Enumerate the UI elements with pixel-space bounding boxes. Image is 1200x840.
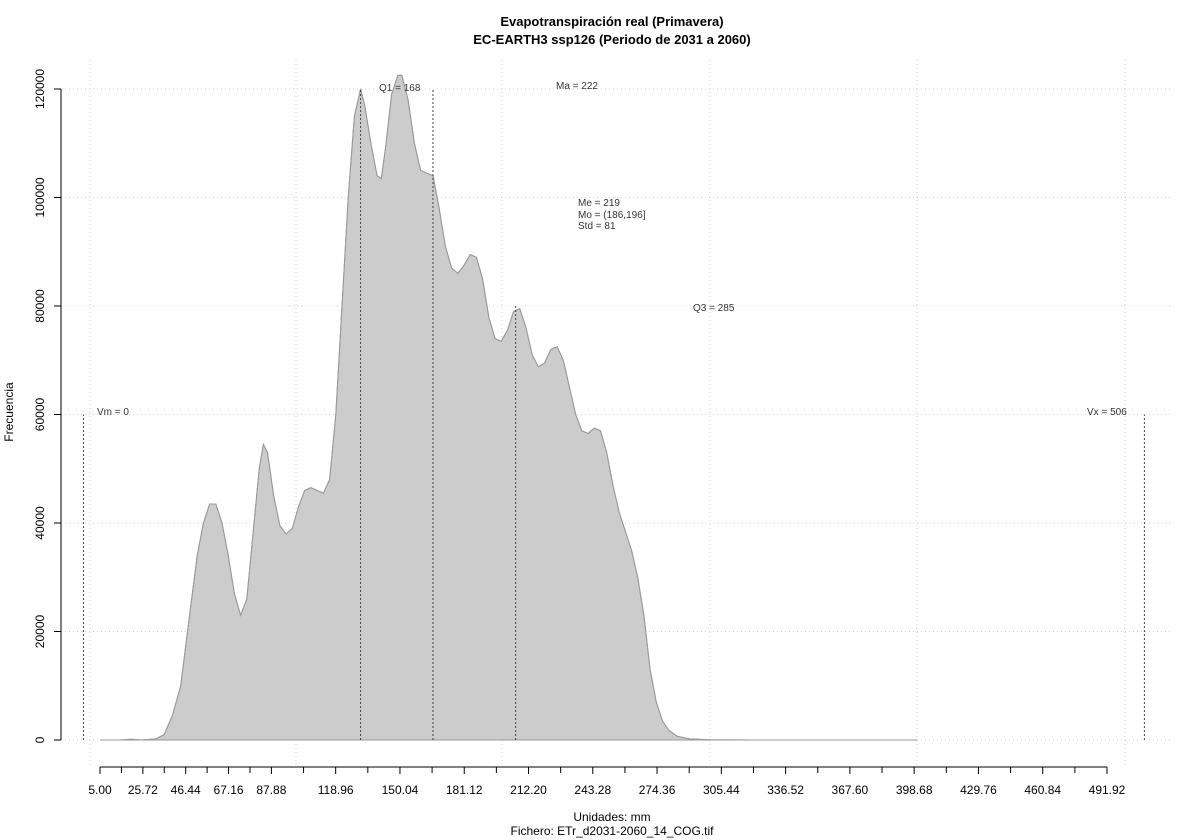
x-tick-label: 67.16	[214, 783, 244, 797]
annotation-vm: Vm = 0	[97, 407, 129, 418]
x-tick-label: 212.20	[510, 783, 547, 797]
y-tick-label: 100000	[33, 177, 47, 217]
x-tick-label: 150.04	[382, 783, 419, 797]
x-axis-label: Unidades: mm	[573, 810, 650, 824]
x-tick-label: 25.72	[128, 783, 158, 797]
chart-subtitle: EC-EARTH3 ssp126 (Periodo de 2031 a 2060…	[473, 32, 750, 47]
y-tick-label: 0	[33, 736, 47, 743]
y-tick-label: 80000	[33, 289, 47, 323]
x-tick-label: 243.28	[574, 783, 611, 797]
x-tick-label: 181.12	[446, 783, 483, 797]
chart-title: Evapotranspiración real (Primavera)	[500, 14, 723, 29]
area-layer	[100, 74, 917, 741]
density-area	[100, 74, 917, 741]
x-tick-label: 305.44	[703, 783, 740, 797]
y-tick-label: 40000	[33, 506, 47, 540]
y-tick-label: 20000	[33, 614, 47, 648]
file-footer: Fichero: ETr_d2031-2060_14_COG.tif	[511, 824, 715, 838]
annotation-std: Std = 81	[578, 221, 616, 232]
axes: 0 20000 40000 60000 80000 100000 120000 5.00 25.…	[33, 69, 1126, 797]
x-tick-label: 398.68	[896, 783, 933, 797]
x-tick-label: 491.92	[1089, 783, 1126, 797]
annotation-q3: Q3 = 285	[693, 303, 735, 314]
y-tick-label: 60000	[33, 397, 47, 431]
x-tick-label: 46.44	[171, 783, 201, 797]
annotation-q1: Q1 = 168	[379, 83, 421, 94]
density-line	[100, 74, 917, 741]
x-tick-label: 367.60	[832, 783, 869, 797]
annotation-vx: Vx = 506	[1087, 407, 1127, 418]
x-tick-label: 5.00	[88, 783, 112, 797]
x-tick-label: 336.52	[767, 783, 804, 797]
x-tick-label: 87.88	[256, 783, 286, 797]
x-tick-label: 429.76	[960, 783, 997, 797]
y-tick-label: 120000	[33, 69, 47, 109]
marker-lines	[82, 89, 1145, 740]
x-tick-label: 460.84	[1024, 783, 1061, 797]
y-axis-label: Frecuencia	[2, 382, 16, 442]
x-tick-label: 274.36	[639, 783, 676, 797]
annotation-ma: Ma = 222	[556, 81, 598, 92]
annotation-me: Me = 219	[578, 198, 620, 209]
x-tick-label: 118.96	[318, 783, 354, 797]
annotation-mo: Mo = (186,196]	[578, 210, 646, 221]
